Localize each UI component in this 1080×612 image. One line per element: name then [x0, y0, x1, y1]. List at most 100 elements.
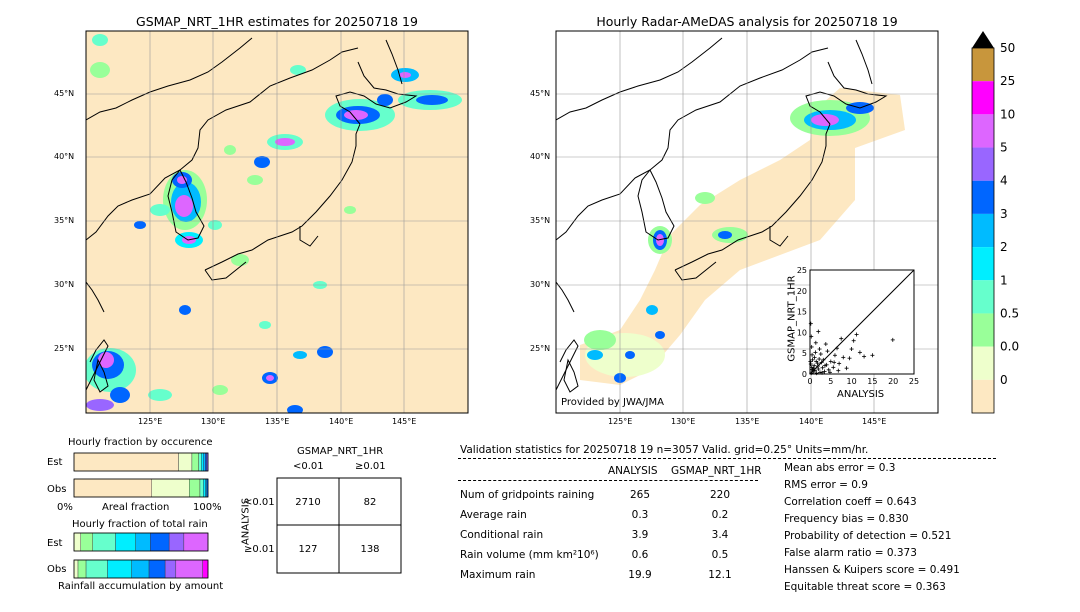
- scatter-xtick: 0: [807, 377, 812, 386]
- occurrence-cat-obs: Obs: [47, 484, 67, 495]
- colorbar-label: 5: [1000, 141, 1008, 155]
- stat-label: Average rain: [460, 509, 527, 521]
- fraction-segment: [135, 532, 151, 552]
- fraction-bar-frame: [73, 532, 209, 552]
- fraction-segment: [73, 559, 79, 579]
- fraction-segment: [164, 559, 177, 579]
- colorbar-label: 3: [1000, 207, 1008, 221]
- fraction-segment: [203, 478, 206, 498]
- scatter-point: [816, 367, 821, 372]
- scatter-ytick: 25: [797, 266, 807, 275]
- scatter-point: [808, 321, 813, 326]
- right-lat-label: 40°N: [530, 152, 551, 161]
- scatter-point: [820, 365, 825, 370]
- scatter-point: [817, 370, 822, 375]
- scatter-point: [836, 368, 841, 373]
- contingency-grid: [276, 477, 402, 574]
- stat-label: Maximum rain: [460, 569, 536, 581]
- scatter-xtick: 5: [828, 377, 833, 386]
- scatter-point: [808, 359, 813, 364]
- contingency-cell: 138: [360, 544, 380, 555]
- scatter-diagonal: [809, 269, 915, 375]
- stat-analysis: 0.3: [631, 509, 649, 521]
- validation-header: Validation statistics for 20250718 19 n=…: [460, 444, 869, 456]
- scatter-point: [854, 332, 859, 337]
- scatter-point: [823, 342, 828, 347]
- stat-analysis: 19.9: [628, 569, 652, 581]
- scatter-point: [832, 360, 837, 365]
- left-lon-label: 125°E: [138, 417, 163, 426]
- scatter-point: [812, 363, 817, 368]
- right-lat-label: 35°N: [530, 216, 551, 225]
- scatter-point: [810, 368, 815, 373]
- colorbar-label: 0.01: [1000, 340, 1020, 354]
- stat-label: Conditional rain: [460, 529, 544, 541]
- validation-col-gsmap: GSMAP_NRT_1HR: [671, 465, 762, 477]
- fraction-segment: [189, 478, 201, 498]
- scatter-point: [812, 368, 817, 373]
- score-line: RMS error = 0.9: [784, 479, 868, 491]
- scatter-point: [808, 362, 813, 367]
- fraction-segment: [175, 559, 203, 579]
- scatter-point: [827, 370, 832, 375]
- right-lat-label: 25°N: [530, 344, 551, 353]
- colorbar-extend-arrow: [972, 31, 994, 48]
- stat-label: Num of gridpoints raining: [460, 489, 595, 501]
- score-line: Hanssen & Kuipers score = 0.491: [784, 564, 960, 576]
- colorbar-cell: [972, 147, 994, 181]
- scatter-ytick: 20: [797, 287, 807, 296]
- left-lat-label: 35°N: [54, 216, 75, 225]
- occurrence-cat-est: Est: [47, 457, 63, 468]
- score-line: False alarm ratio = 0.373: [784, 547, 917, 559]
- colorbar-cell: [972, 114, 994, 148]
- fraction-bar-frame: [73, 478, 209, 498]
- occurrence-tick-0: 0%: [57, 502, 73, 513]
- colorbar-label: 1: [1000, 273, 1008, 287]
- colorbar-cell: [972, 379, 994, 413]
- colorbar-label: 10: [1000, 107, 1015, 121]
- fraction-segment: [191, 452, 199, 472]
- left-lat-label: 25°N: [54, 344, 75, 353]
- scatter-point: [828, 359, 833, 364]
- stat-gsmap: 220: [709, 489, 731, 501]
- scatter-point: [857, 350, 862, 355]
- scatter-point: [817, 357, 822, 362]
- score-line: Probability of detection = 0.521: [784, 530, 952, 542]
- scatter-point: [811, 366, 816, 371]
- scatter-xtick: 25: [909, 377, 919, 386]
- rain-cat-est: Est: [47, 538, 63, 549]
- right-lon-label: 125°E: [608, 417, 633, 426]
- scatter-point: [809, 365, 814, 370]
- fraction-segment: [178, 452, 193, 472]
- scatter-point: [839, 336, 844, 341]
- stat-analysis: 265: [629, 489, 651, 501]
- contingency-col-ge: ≥0.01: [355, 461, 386, 472]
- rain-fraction-chart: [73, 532, 209, 579]
- scatter-point: [809, 334, 814, 339]
- scatter-point: [849, 347, 854, 352]
- rain-fraction-xlabel: Rainfall accumulation by amount: [58, 581, 224, 592]
- fraction-segment: [183, 532, 209, 552]
- scatter-inset: 0 5 10 15 20 25 0 5 10 15 20 25: [797, 266, 919, 386]
- right-lon-label: 145°E: [862, 417, 887, 426]
- occurrence-chart: [73, 452, 209, 498]
- contingency-cell: 2710: [295, 497, 321, 508]
- colorbar-cell: [972, 81, 994, 115]
- scatter-point: [851, 338, 856, 343]
- scatter-point: [890, 337, 895, 342]
- scatter-point: [815, 364, 820, 369]
- scatter-point: [813, 340, 818, 345]
- fraction-segment: [202, 559, 209, 579]
- contingency-cell: 82: [363, 497, 377, 508]
- scatter-point: [832, 353, 837, 358]
- validation-divider: [458, 458, 996, 459]
- left-lon-label: 130°E: [201, 417, 226, 426]
- left-lon-label: 135°E: [265, 417, 290, 426]
- right-lat-label: 45°N: [530, 89, 551, 98]
- score-line: Frequency bias = 0.830: [784, 513, 909, 525]
- stat-analysis: 0.6: [631, 549, 649, 561]
- scatter-point: [809, 344, 814, 349]
- scatter-point: [837, 361, 842, 366]
- fraction-segment: [77, 559, 87, 579]
- scatter-point: [819, 360, 824, 365]
